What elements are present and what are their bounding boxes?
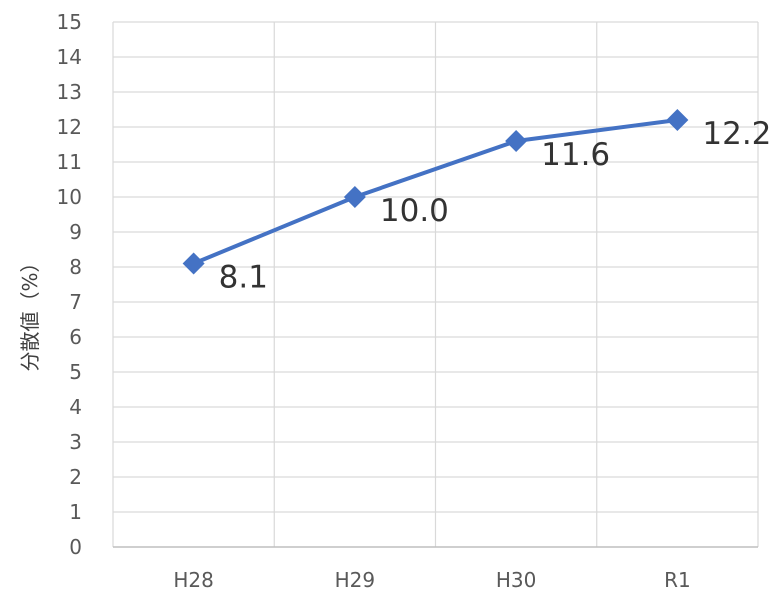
data-label: 10.0: [380, 193, 449, 229]
data-point-marker: [343, 186, 366, 208]
y-tick-label: 14: [57, 45, 82, 69]
data-point-marker: [182, 252, 205, 275]
x-axis-ticks: H28 H29 H30 R1: [173, 568, 690, 592]
y-axis-label: 分散値（%）: [18, 252, 42, 371]
y-tick-label: 4: [69, 395, 82, 419]
y-tick-label: 5: [69, 360, 82, 384]
y-tick-label: 0: [69, 535, 82, 559]
data-label: 12.2: [702, 116, 771, 152]
data-series: [182, 109, 689, 275]
y-tick-label: 12: [57, 115, 82, 139]
y-tick-label: 8: [69, 255, 82, 279]
y-tick-label: 3: [69, 430, 82, 454]
x-tick-label: R1: [664, 568, 691, 592]
y-tick-label: 15: [57, 10, 82, 34]
y-tick-label: 13: [57, 80, 82, 104]
y-tick-label: 11: [57, 150, 82, 174]
y-tick-label: 9: [69, 220, 82, 244]
series-line: [192, 118, 678, 266]
data-point-marker: [666, 109, 689, 131]
y-tick-label: 10: [57, 185, 82, 209]
y-tick-label: 1: [69, 500, 82, 524]
data-point-marker: [505, 130, 528, 152]
y-tick-label: 2: [69, 465, 82, 489]
data-label: 11.6: [541, 137, 610, 173]
x-tick-label: H29: [335, 568, 376, 592]
y-tick-label: 6: [69, 325, 82, 349]
gridlines: [112, 21, 759, 548]
x-tick-label: H30: [496, 568, 537, 592]
x-tick-label: H28: [173, 568, 214, 592]
y-tick-label: 7: [69, 290, 82, 314]
data-label: 8.1: [219, 260, 268, 296]
data-labels: 8.1 10.0 11.6 12.2: [219, 116, 772, 296]
